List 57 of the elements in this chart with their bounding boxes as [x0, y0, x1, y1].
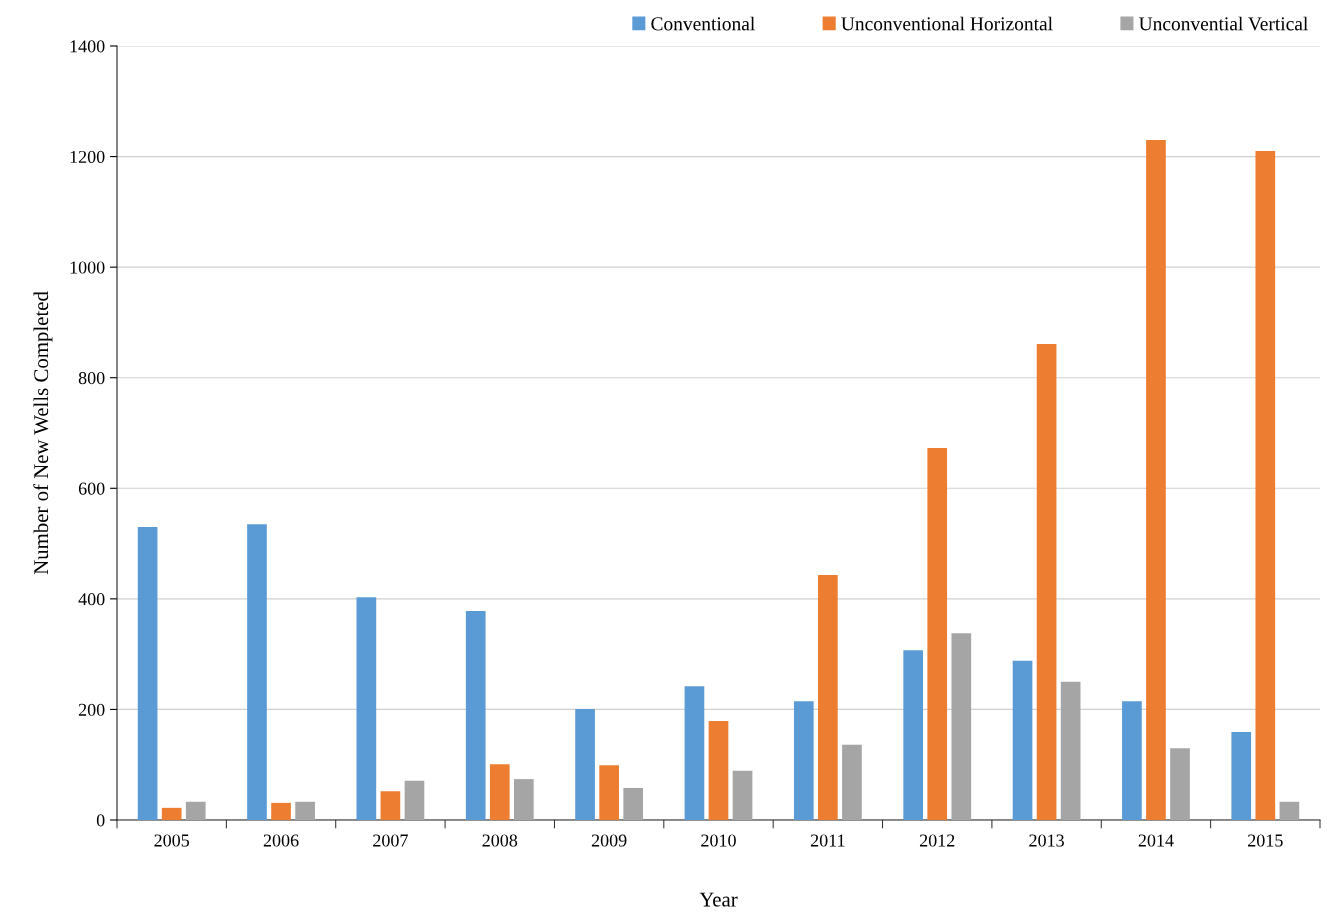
x-tick-label: 2014	[1138, 834, 1174, 847]
bar	[1122, 701, 1142, 820]
bar	[575, 708, 595, 820]
bar	[927, 447, 948, 820]
y-tick-label: 0	[96, 814, 105, 827]
bar	[404, 780, 425, 820]
x-tick-label: 2007	[373, 834, 408, 847]
y-tick-label: 1000	[70, 261, 105, 274]
bar	[1255, 151, 1276, 820]
bar	[842, 744, 862, 820]
x-tick-label: 2015	[1248, 834, 1283, 847]
x-tick-label: 2005	[154, 834, 190, 847]
bar	[1060, 681, 1081, 820]
y-axis-title: Number of New Wells Completed	[33, 291, 53, 575]
bar	[1170, 748, 1190, 820]
bar	[951, 633, 972, 820]
bar	[161, 807, 182, 820]
x-axis-title: Year	[699, 892, 738, 907]
bar	[708, 721, 729, 820]
x-tick-label: 2006	[263, 834, 299, 847]
bar	[489, 764, 510, 820]
bar	[271, 802, 291, 820]
x-tick-label: 2009	[591, 834, 627, 847]
x-tick-label: 2012	[919, 834, 955, 847]
bar	[380, 791, 401, 820]
y-tick-label: 600	[78, 482, 105, 495]
x-tick-label: 2010	[701, 834, 736, 847]
bar	[185, 801, 206, 820]
bar	[247, 524, 267, 820]
bar	[295, 801, 315, 820]
bar	[793, 701, 814, 820]
bar	[465, 611, 486, 820]
bar	[356, 597, 377, 820]
x-tick-label: 2013	[1029, 834, 1064, 847]
bar	[1231, 732, 1252, 820]
x-tick-label: 2011	[810, 834, 845, 847]
bar	[903, 650, 924, 820]
bar	[1012, 660, 1033, 820]
bar	[1146, 139, 1166, 820]
legend-label: Unconventional Horizontal	[841, 16, 1053, 31]
bar	[137, 526, 158, 820]
legend-label: Unconvential Vertical	[1139, 16, 1308, 31]
bar	[818, 575, 838, 820]
y-tick-label: 1400	[70, 40, 105, 53]
x-tick-label: 2008	[482, 834, 518, 847]
bar	[599, 765, 619, 820]
bar	[1279, 801, 1300, 820]
bar	[1036, 343, 1057, 820]
bar	[732, 770, 753, 820]
y-tick-label: 1200	[70, 150, 105, 164]
legend-label: Conventional	[651, 16, 755, 31]
bar	[623, 787, 644, 820]
bar	[684, 686, 705, 820]
y-tick-label: 400	[78, 593, 105, 606]
bar	[513, 779, 534, 820]
y-tick-label: 200	[78, 703, 105, 716]
y-tick-label: 800	[78, 371, 105, 385]
